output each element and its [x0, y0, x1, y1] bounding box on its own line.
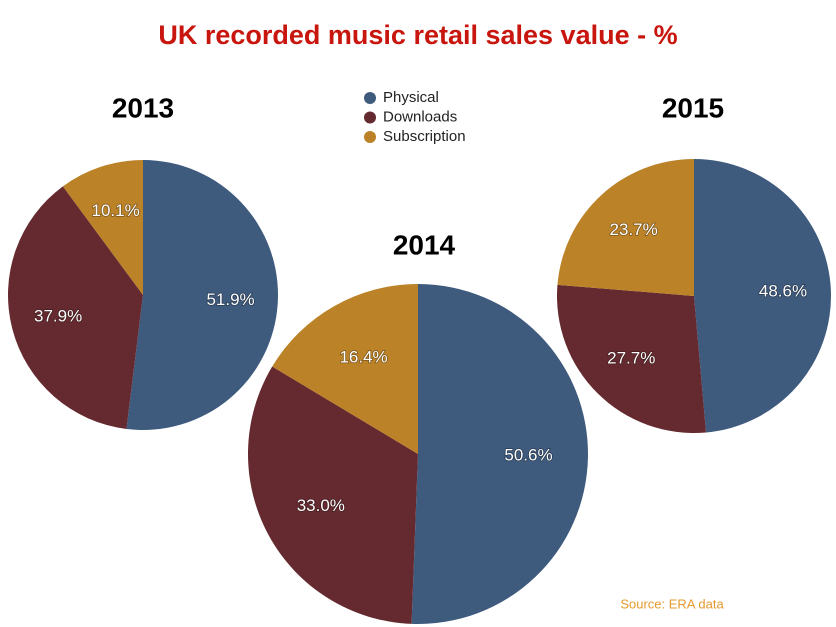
value-label: 51.9%	[206, 290, 254, 309]
legend-marker	[364, 111, 376, 124]
value-label: 48.6%	[759, 282, 807, 301]
pie-slice	[248, 366, 418, 624]
value-label: 16.4%	[339, 347, 387, 366]
value-label: 37.9%	[34, 307, 82, 326]
pie-slice	[557, 284, 707, 433]
legend-marker	[364, 131, 376, 143]
pie-title: 2014	[393, 229, 456, 260]
legend-label: Subscription	[383, 128, 466, 145]
pie-slice	[557, 159, 694, 296]
legend-marker	[364, 92, 376, 104]
value-label: 23.7%	[610, 220, 658, 239]
pie-slice	[7, 186, 144, 429]
pie-slice	[126, 160, 278, 430]
legend-label: Physical	[383, 89, 439, 106]
pie-title: 2013	[112, 92, 174, 123]
value-label: 33.0%	[297, 496, 345, 515]
legend-label: Downloads	[383, 108, 457, 125]
pie-slice	[272, 284, 418, 454]
chart-title: UK recorded music retail sales value - %	[158, 20, 677, 50]
pie-title: 2015	[662, 92, 724, 123]
value-label: 10.1%	[91, 201, 139, 220]
value-label: 50.6%	[504, 446, 552, 465]
pie-slice	[411, 284, 588, 624]
source: Source: ERA data	[620, 596, 724, 611]
value-label: 27.7%	[607, 349, 655, 368]
pie-slice	[62, 160, 144, 295]
pie-slice	[694, 159, 831, 433]
